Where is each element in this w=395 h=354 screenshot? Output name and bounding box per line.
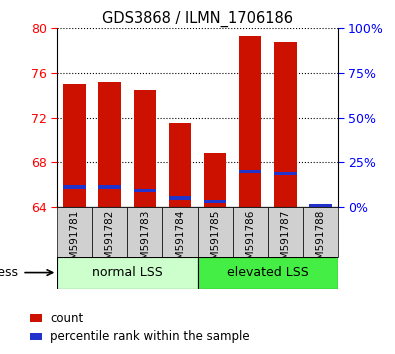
Bar — [309, 205, 331, 207]
Bar — [98, 185, 121, 189]
Text: GSM591784: GSM591784 — [175, 210, 185, 273]
Bar — [30, 333, 42, 340]
Bar — [233, 207, 267, 257]
Bar — [309, 204, 331, 208]
Bar — [162, 207, 198, 257]
Text: elevated LSS: elevated LSS — [227, 266, 308, 279]
Bar — [64, 185, 86, 189]
Bar — [57, 207, 92, 257]
Text: GSM591788: GSM591788 — [315, 210, 325, 273]
Text: GSM591781: GSM591781 — [70, 210, 80, 273]
Bar — [239, 36, 261, 207]
Text: stress: stress — [0, 266, 19, 279]
Bar — [198, 257, 338, 289]
Bar — [134, 90, 156, 207]
Bar — [169, 196, 191, 200]
Bar — [204, 200, 226, 203]
Bar — [57, 257, 198, 289]
Bar — [64, 84, 86, 207]
Text: percentile rank within the sample: percentile rank within the sample — [50, 330, 250, 343]
Title: GDS3868 / ILMN_1706186: GDS3868 / ILMN_1706186 — [102, 11, 293, 27]
Text: GSM591787: GSM591787 — [280, 210, 290, 273]
Bar — [198, 207, 233, 257]
Bar — [169, 123, 191, 207]
Bar — [303, 207, 338, 257]
Text: GSM591783: GSM591783 — [140, 210, 150, 273]
Text: GSM591782: GSM591782 — [105, 210, 115, 273]
Text: GSM591785: GSM591785 — [210, 210, 220, 273]
Bar — [204, 154, 226, 207]
Bar — [127, 207, 162, 257]
Bar — [134, 189, 156, 192]
Text: GSM591786: GSM591786 — [245, 210, 255, 273]
Bar — [92, 207, 127, 257]
Text: normal LSS: normal LSS — [92, 266, 163, 279]
Bar — [274, 42, 297, 207]
Text: count: count — [50, 312, 83, 325]
Bar — [274, 172, 297, 175]
Bar — [239, 170, 261, 173]
Bar — [98, 82, 121, 207]
Bar — [267, 207, 303, 257]
Bar — [30, 314, 42, 322]
